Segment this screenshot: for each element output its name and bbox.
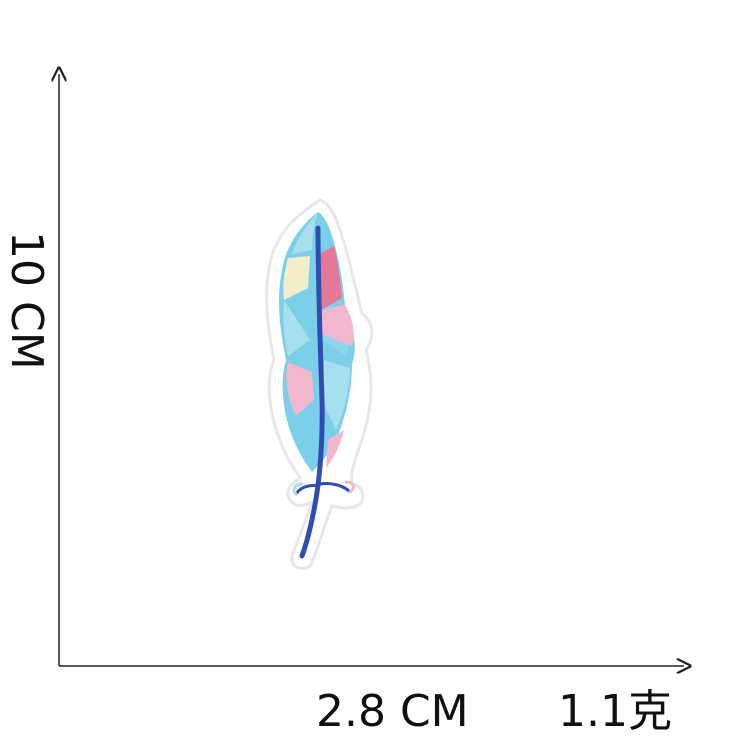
height-label: 10 CM (1, 231, 52, 370)
weight-label: 1.1克 (558, 686, 672, 737)
width-label: 2.8 CM (316, 686, 469, 737)
barb-tuft-right (344, 480, 355, 494)
light-blue-wedge (322, 360, 350, 430)
deep-pink-wedge (316, 246, 342, 312)
feather-patch (265, 198, 374, 570)
light-blue-wedge (292, 212, 318, 254)
pink-wedge (320, 304, 354, 346)
dimension-axes (59, 74, 684, 666)
cream-wedge (283, 256, 310, 300)
feather-shaft (299, 225, 325, 559)
pink-wedge (286, 362, 314, 416)
pink-wedge (326, 430, 344, 468)
barb-tuft-left (292, 482, 304, 496)
shaft-barb-left (294, 484, 320, 496)
shaft-barb-right (318, 482, 352, 494)
light-blue-wedge (283, 300, 310, 356)
